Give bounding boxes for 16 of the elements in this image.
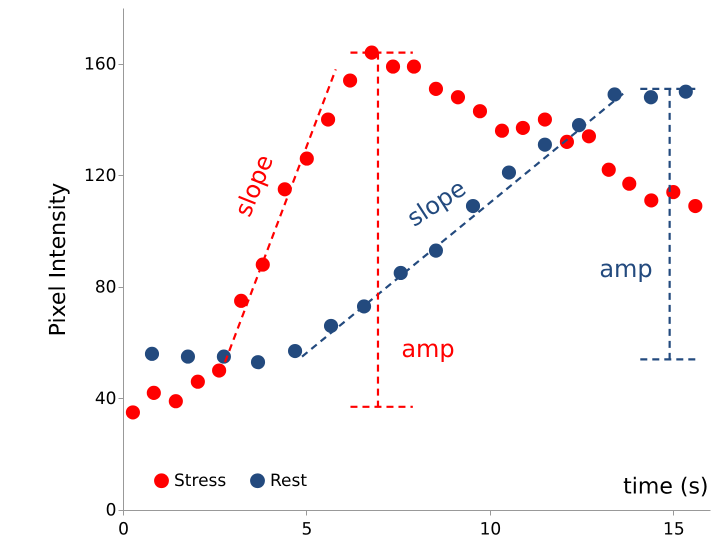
y-tick-label: 120 <box>84 166 116 186</box>
x-tick-label: 10 <box>480 520 502 540</box>
x-axis-title: time (s) <box>623 474 708 500</box>
legend-label: Stress <box>174 470 226 491</box>
annotation: slope <box>229 150 280 220</box>
x-tick-label: 15 <box>662 520 685 540</box>
y-tick-label: 80 <box>94 277 116 298</box>
x-tick-label: 5 <box>302 520 312 540</box>
y-axis-title: Pixel Intensity <box>46 182 72 336</box>
annotation: amp <box>599 255 653 283</box>
y-tick-label: 160 <box>84 54 116 74</box>
y-tick-label: 40 <box>94 388 116 409</box>
y-tick-label: 0 <box>106 500 116 520</box>
x-tick-label: 0 <box>118 520 129 540</box>
annotation: amp <box>401 335 455 363</box>
legend-label: Rest <box>270 470 308 491</box>
